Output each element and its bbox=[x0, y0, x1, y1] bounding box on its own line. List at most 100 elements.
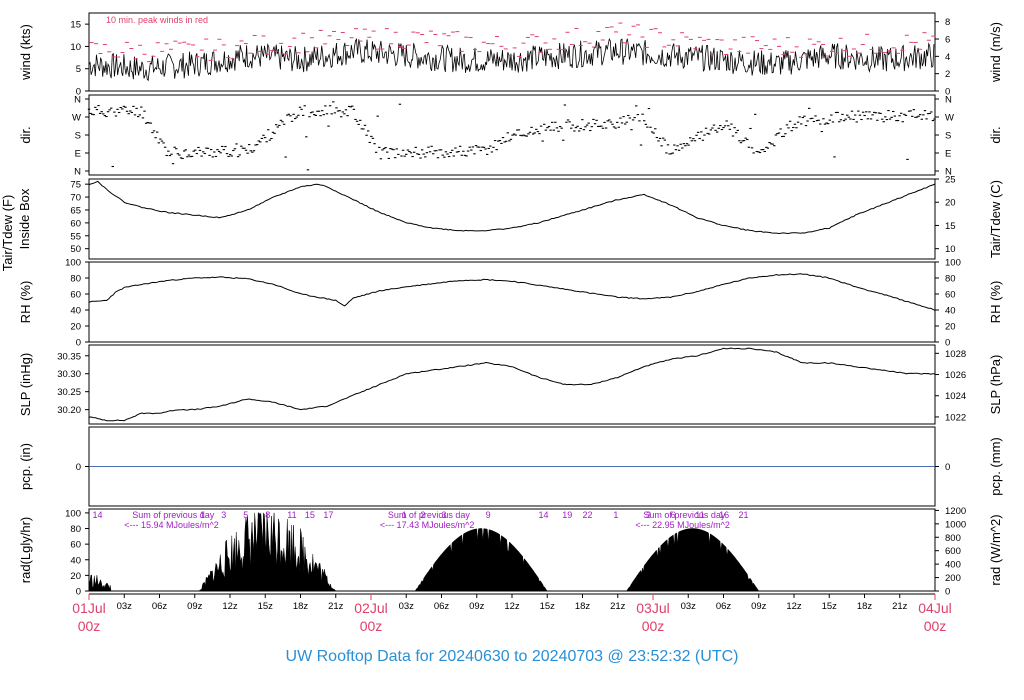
left-tick-label: N bbox=[74, 167, 81, 178]
right-tick-label: 80 bbox=[945, 274, 956, 285]
right-tick-label: 20 bbox=[945, 198, 956, 209]
x-tick-label: 06z bbox=[152, 601, 168, 612]
day-time-label: 00z bbox=[78, 618, 101, 634]
peak-wind-annotation: 10 min. peak winds in red bbox=[106, 15, 208, 25]
x-tick-label: 03z bbox=[117, 601, 133, 612]
x-tick-label: 03z bbox=[681, 601, 697, 612]
rad-hour-label: 14 bbox=[93, 510, 103, 520]
day-label: 04Jul bbox=[918, 600, 951, 616]
right-tick-label: E bbox=[945, 149, 951, 160]
ylabel-right-slp: SLP (hPa) bbox=[988, 355, 1003, 415]
left-tick-label: 0 bbox=[76, 462, 81, 473]
right-tick-label: 0 bbox=[945, 587, 950, 598]
rad-hour-label: 1 bbox=[613, 510, 618, 520]
rad-hour-label: 6 bbox=[671, 510, 676, 520]
x-tick-label: 03z bbox=[399, 601, 415, 612]
day-time-label: 00z bbox=[642, 618, 665, 634]
ylabel-right-temp: Tair/Tdew (C) bbox=[988, 180, 1003, 258]
rad-hour-label: 19 bbox=[562, 510, 572, 520]
x-tick-label: 06z bbox=[716, 601, 732, 612]
left-tick-label: 20 bbox=[70, 322, 81, 333]
day-label: 03Jul bbox=[636, 600, 669, 616]
left-tick-label: S bbox=[75, 131, 81, 142]
rad-hour-label: 9 bbox=[486, 510, 491, 520]
footer-title: UW Rooftop Data for 20240630 to 20240703… bbox=[285, 648, 739, 665]
ylabel-right-pcp: pcp. (mm) bbox=[988, 437, 1003, 496]
left-tick-label: 50 bbox=[70, 244, 81, 255]
rad-hour-label: 1 bbox=[402, 510, 407, 520]
panel-frame-wind bbox=[88, 12, 936, 92]
left-tick-label: 60 bbox=[70, 540, 81, 551]
right-tick-label: 1026 bbox=[945, 370, 966, 381]
right-tick-label: 10 bbox=[945, 244, 956, 255]
rad-hour-label: 21 bbox=[738, 510, 748, 520]
x-tick-label: 09z bbox=[469, 601, 485, 612]
right-tick-label: S bbox=[945, 131, 951, 142]
x-tick-label: 12z bbox=[786, 601, 802, 612]
rad-sum-value: <--- 22.95 MJoules/m^2 bbox=[635, 520, 730, 530]
left-tick-label: 0 bbox=[76, 587, 81, 598]
ylabel-left-dir: dir. bbox=[18, 126, 33, 143]
rad-hour-label: 15 bbox=[305, 510, 315, 520]
x-tick-label: 12z bbox=[504, 601, 520, 612]
right-tick-label: 200 bbox=[945, 573, 961, 584]
rad-hour-label: 14 bbox=[538, 510, 548, 520]
left-tick-label: 15 bbox=[70, 20, 81, 31]
right-tick-label: 60 bbox=[945, 290, 956, 301]
right-tick-label: 600 bbox=[945, 546, 961, 557]
left-tick-label: 30.25 bbox=[57, 387, 81, 398]
rad-hour-label: 2 bbox=[420, 510, 425, 520]
left-tick-label: 10 bbox=[70, 42, 81, 53]
right-tick-label: 2 bbox=[945, 69, 950, 80]
rad-hour-label: 5 bbox=[243, 510, 248, 520]
left-tick-label: E bbox=[75, 149, 81, 160]
panel-frame-temp bbox=[88, 178, 936, 260]
rad-sum-value: <--- 15.94 MJoules/m^2 bbox=[124, 520, 219, 530]
x-tick-label: 06z bbox=[434, 601, 450, 612]
left-tick-label: 80 bbox=[70, 524, 81, 535]
right-tick-label: N bbox=[945, 167, 952, 178]
x-tick-label: 12z bbox=[222, 601, 238, 612]
left-tick-label: 55 bbox=[70, 231, 81, 242]
right-tick-label: 1024 bbox=[945, 391, 966, 402]
left-tick-label: 30.35 bbox=[57, 351, 81, 362]
ylabel-right-rad: rad (W/m^2) bbox=[988, 514, 1003, 585]
right-tick-label: 4 bbox=[945, 52, 950, 63]
left-tick-label: 40 bbox=[70, 555, 81, 566]
left-tick-label: 30.30 bbox=[57, 369, 81, 380]
wind-speed-line bbox=[88, 37, 935, 82]
right-tick-label: W bbox=[945, 113, 954, 124]
ylabel-left-wind: wind (kts) bbox=[18, 24, 33, 81]
left-tick-label: 20 bbox=[70, 571, 81, 582]
right-tick-label: 400 bbox=[945, 560, 961, 571]
rad-hour-label: 22 bbox=[583, 510, 593, 520]
rad-hour-label: 17 bbox=[323, 510, 333, 520]
x-tick-label: 21z bbox=[892, 601, 908, 612]
right-tick-label: 0 bbox=[945, 462, 950, 473]
left-tick-label: W bbox=[72, 113, 81, 124]
right-tick-label: 100 bbox=[945, 258, 961, 269]
left-tick-label: 75 bbox=[70, 180, 81, 191]
right-tick-label: 6 bbox=[945, 35, 950, 46]
x-tick-label: 09z bbox=[187, 601, 203, 612]
day-label: 02Jul bbox=[354, 600, 387, 616]
ylabel-left-slp: SLP (inHg) bbox=[18, 353, 33, 416]
left-tick-label: 0 bbox=[76, 87, 81, 98]
right-tick-label: 25 bbox=[945, 175, 956, 186]
rad-hour-label: 3 bbox=[646, 510, 651, 520]
left-tick-label: 40 bbox=[70, 306, 81, 317]
rad-hour-label: 16 bbox=[719, 510, 729, 520]
left-tick-label: 0 bbox=[76, 338, 81, 349]
rad-sum-title: Sum of previous day bbox=[643, 510, 726, 520]
ylabel-left-temp: Tair/Tdew (F) bbox=[0, 195, 15, 272]
ylabel-left-rad: rad(Lgly/hr) bbox=[18, 517, 33, 583]
ylabel-right-rh: RH (%) bbox=[988, 281, 1003, 324]
rad-sum-title: Sum of previous day bbox=[132, 510, 215, 520]
day-time-label: 00z bbox=[924, 618, 947, 634]
right-tick-label: 8 bbox=[945, 17, 950, 28]
left-tick-label: 100 bbox=[65, 508, 81, 519]
ylabel-left2-temp: Inside Box bbox=[17, 188, 32, 249]
ylabel-left-pcp: pcp. (in) bbox=[18, 443, 33, 490]
right-tick-label: 0 bbox=[945, 87, 950, 98]
